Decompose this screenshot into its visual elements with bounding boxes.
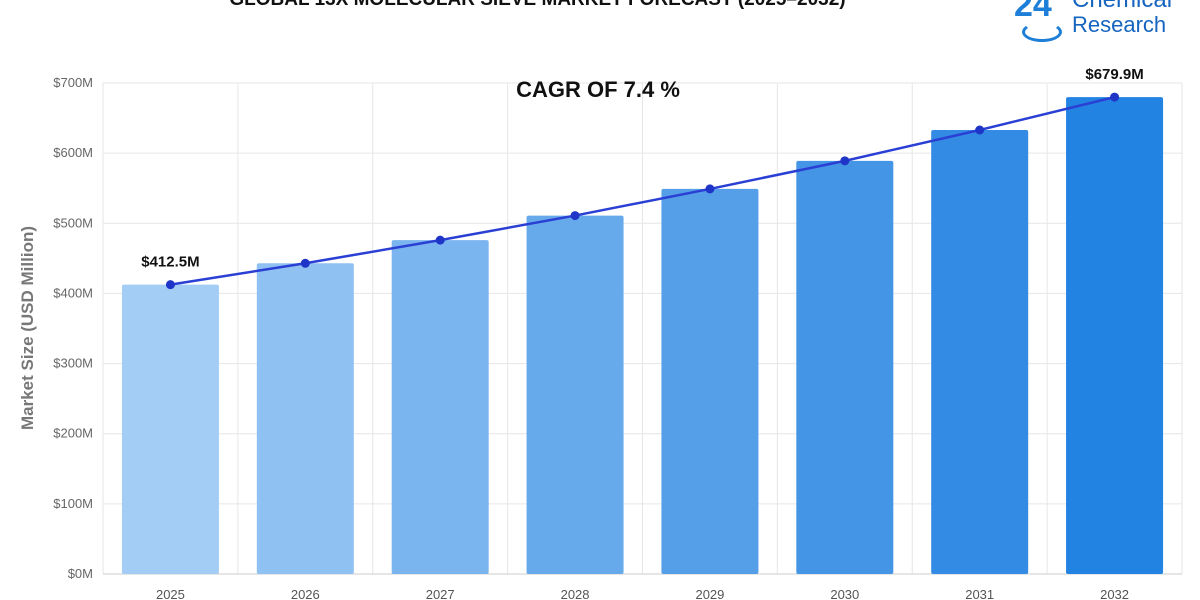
trend-point bbox=[1110, 92, 1120, 102]
x-tick-label: 2029 bbox=[695, 587, 724, 600]
bar bbox=[391, 240, 489, 574]
bar bbox=[1066, 97, 1164, 574]
x-tick-label: 2027 bbox=[426, 587, 455, 600]
y-tick-label: $600M bbox=[53, 145, 93, 160]
x-tick-label: 2031 bbox=[965, 587, 994, 600]
x-tick-label: 2025 bbox=[156, 587, 185, 600]
logo-ring-icon bbox=[1022, 22, 1062, 42]
logo: 24 Chemical Research bbox=[1010, 0, 1195, 46]
chart-title: GLOBAL 13X MOLECULAR SIEVE MARKET FORECA… bbox=[0, 0, 1075, 11]
trend-line bbox=[165, 92, 1120, 290]
trend-point bbox=[570, 211, 580, 221]
bar bbox=[121, 284, 219, 574]
trend-line-path bbox=[170, 95, 1115, 286]
trend-point bbox=[300, 258, 310, 268]
trend-point bbox=[435, 235, 445, 245]
logo-number: 24 bbox=[1014, 0, 1052, 24]
bar bbox=[256, 263, 354, 574]
y-tick-label: $500M bbox=[53, 215, 93, 230]
trend-point bbox=[840, 156, 850, 166]
bar bbox=[526, 215, 624, 574]
y-tick-label: $400M bbox=[53, 285, 93, 300]
bar bbox=[661, 188, 759, 574]
data-label: $412.5M bbox=[141, 254, 199, 271]
bar bbox=[931, 129, 1029, 574]
y-axis-label: Market Size (USD Million) bbox=[18, 226, 37, 430]
trend-point bbox=[975, 125, 985, 135]
logo-line2: Research bbox=[1072, 12, 1167, 37]
bar bbox=[796, 160, 894, 574]
x-tick-label: 2032 bbox=[1100, 587, 1129, 600]
y-tick-label: $200M bbox=[53, 426, 93, 441]
bars bbox=[121, 97, 1164, 574]
y-tick-label: $100M bbox=[53, 496, 93, 511]
trend-point bbox=[165, 280, 175, 290]
x-tick-label: 2028 bbox=[561, 587, 590, 600]
chart-labels: $0M $100M $200M $300M $400M $500M $600M $700M 20… bbox=[18, 66, 1144, 600]
x-tick-label: 2030 bbox=[830, 587, 859, 600]
y-tick-label: $300M bbox=[53, 356, 93, 371]
trend-point bbox=[705, 184, 715, 194]
logo-line1: Chemical bbox=[1072, 0, 1172, 12]
data-label: $679.9M bbox=[1085, 66, 1143, 83]
x-tick-label: 2026 bbox=[291, 587, 320, 600]
cagr-annotation: CAGR OF 7.4 % bbox=[516, 77, 680, 102]
y-tick-label: $0M bbox=[68, 566, 93, 581]
y-tick-label: $700M bbox=[53, 75, 93, 90]
